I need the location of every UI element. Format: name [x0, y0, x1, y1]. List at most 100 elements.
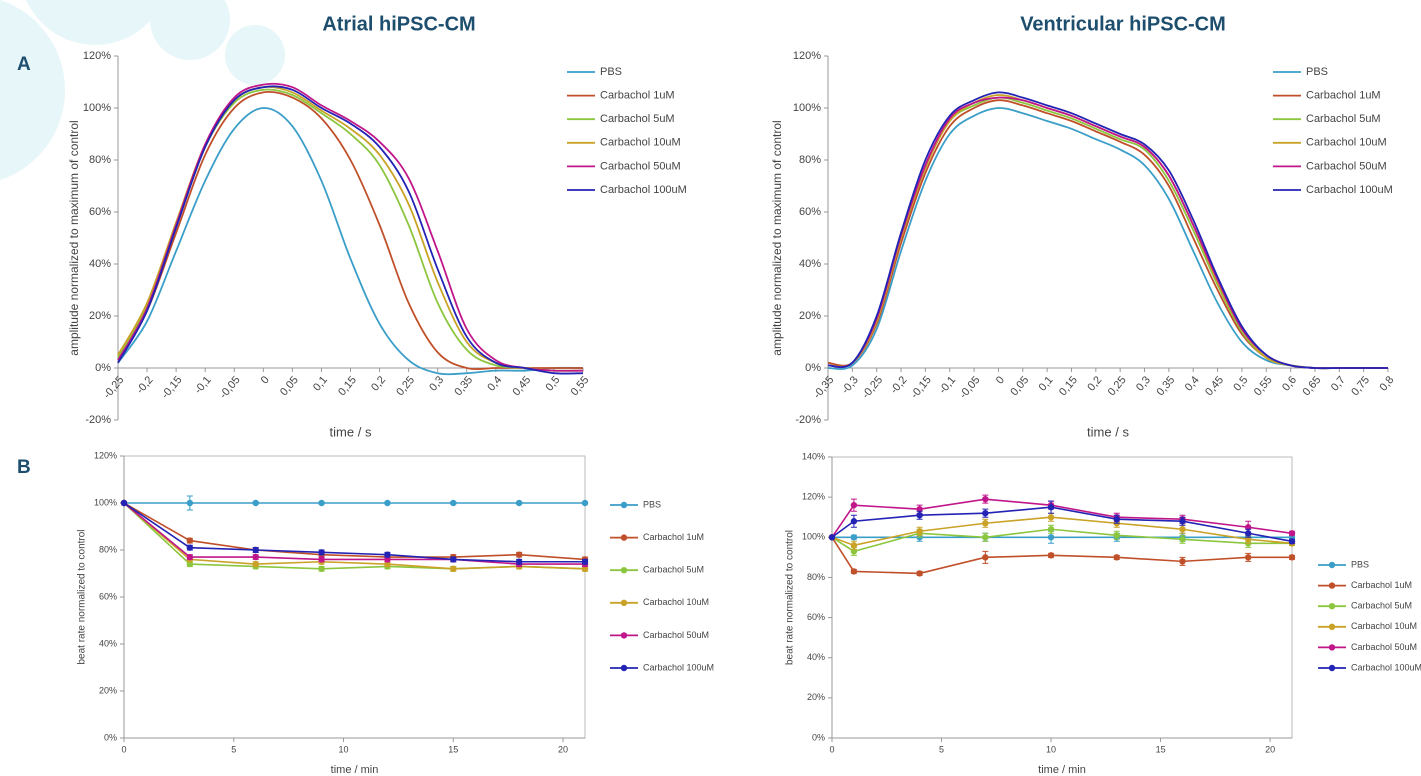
- y-tick-label: 40%: [99, 638, 117, 648]
- legend-marker: [620, 567, 628, 574]
- data-point: [186, 544, 194, 551]
- data-point: [384, 556, 391, 563]
- y-tick-label: 60%: [799, 206, 821, 218]
- y-tick-label: 40%: [89, 258, 111, 270]
- data-point: [1047, 534, 1055, 541]
- data-point: [982, 534, 989, 541]
- x-tick-label: 0,05: [1008, 374, 1031, 398]
- x-tick-label: 15: [448, 744, 458, 754]
- data-point: [828, 534, 836, 541]
- series-line: [117, 82, 584, 372]
- x-tick-label: -0,05: [957, 374, 982, 401]
- x-tick-label: -0,2: [134, 374, 155, 396]
- chart: -20% 0% 20% 40% 60% 80% 100% 120% -0,35 -0,3 -0,25…: [770, 50, 1396, 440]
- legend-marker: [1328, 603, 1336, 610]
- x-tick-label: 0,5: [543, 374, 562, 393]
- legend-label: PBS: [643, 499, 661, 509]
- data-point: [850, 518, 858, 525]
- legend-label: Carbachol 10uM: [1351, 621, 1417, 631]
- y-tick-label: 20%: [89, 310, 111, 322]
- legend-label: Carbachol 5uM: [600, 113, 675, 125]
- x-tick-label: 0,3: [1134, 374, 1153, 393]
- x-tick-label: 0,15: [336, 374, 359, 398]
- x-tick-label: 0: [994, 374, 1007, 386]
- data-point: [1288, 554, 1296, 561]
- x-tick-label: 0,25: [394, 374, 417, 398]
- legend-marker: [1328, 582, 1336, 589]
- data-point: [581, 499, 589, 507]
- x-tick-label: 0: [829, 744, 834, 754]
- legend-label: Carbachol 1uM: [600, 90, 675, 102]
- y-tick-label: 40%: [799, 258, 821, 270]
- data-point: [515, 558, 523, 565]
- data-point: [1179, 526, 1186, 533]
- data-point: [982, 510, 989, 517]
- x-tick-label: -0,25: [101, 374, 126, 401]
- legend-marker: [1328, 623, 1336, 630]
- chart: -20% 0% 20% 40% 60% 80% 100% 120% -0,25 -0,2 -0,15…: [67, 50, 687, 440]
- series-line: [117, 107, 584, 376]
- x-tick-label: 10: [339, 744, 349, 754]
- data-point: [120, 499, 128, 507]
- series-line: [831, 536, 1292, 575]
- x-tick-label: 10: [1046, 744, 1056, 754]
- data-point: [1288, 530, 1296, 537]
- legend-label: Carbachol 100uM: [1306, 184, 1393, 196]
- y-tick-label: 60%: [99, 591, 117, 601]
- legend-marker: [1328, 561, 1336, 569]
- y-tick-label: 120%: [802, 492, 825, 502]
- x-tick-label: 0,75: [1349, 374, 1372, 398]
- y-tick-label: 120%: [94, 450, 117, 460]
- y-axis-label: amplitude normalized to maximum of contr…: [770, 120, 784, 355]
- data-point: [982, 520, 989, 527]
- y-tick-label: 140%: [802, 451, 825, 461]
- x-axis-label: time / s: [1087, 424, 1129, 439]
- data-point: [982, 554, 989, 561]
- x-tick-label: -0,3: [839, 374, 860, 396]
- data-point: [581, 558, 589, 565]
- y-tick-label: 20%: [99, 685, 117, 695]
- y-tick-label: 80%: [99, 544, 117, 554]
- legend-marker: [1328, 644, 1336, 651]
- x-axis-label: time / s: [330, 424, 372, 439]
- x-tick-label: 0: [259, 374, 272, 386]
- x-tick-label: 20: [558, 744, 568, 754]
- data-point: [318, 556, 325, 563]
- legend-label: PBS: [600, 66, 622, 78]
- data-point: [1244, 554, 1252, 561]
- y-tick-label: 40%: [807, 652, 825, 662]
- legend-marker: [620, 664, 628, 672]
- data-point: [515, 551, 523, 558]
- data-point: [515, 499, 523, 507]
- y-axis-label: amplitude normalized to maximum of contr…: [67, 120, 81, 355]
- data-point: [252, 546, 259, 554]
- series-line: [117, 90, 583, 371]
- x-tick-label: -0,1: [192, 374, 213, 396]
- x-tick-label: 0,05: [278, 374, 301, 398]
- y-tick-label: 100%: [793, 102, 821, 114]
- legend-label: Carbachol 5uM: [1351, 601, 1412, 611]
- legend-label: Carbachol 10uM: [1306, 137, 1387, 149]
- series-line: [827, 96, 1388, 370]
- series-line: [827, 107, 1388, 370]
- y-tick-label: 60%: [89, 206, 111, 218]
- legend-label: Carbachol 1uM: [1351, 580, 1412, 590]
- legend-label: Carbachol 100uM: [1351, 662, 1421, 672]
- data-point: [318, 499, 325, 507]
- series-line: [827, 99, 1388, 370]
- series-line: [117, 85, 584, 372]
- column-title: Ventricular hiPSC-CM: [1020, 13, 1226, 35]
- x-tick-label: -0,05: [217, 374, 242, 401]
- plot-frame: [831, 456, 1293, 739]
- data-point: [186, 537, 194, 544]
- x-tick-label: 0,2: [1085, 374, 1104, 393]
- x-tick-label: 0,5: [1231, 374, 1250, 393]
- x-tick-label: 0,6: [1280, 374, 1299, 393]
- x-tick-label: 0,8: [1377, 374, 1396, 393]
- data-point: [1047, 552, 1055, 559]
- y-tick-label: 120%: [83, 50, 111, 62]
- data-point: [450, 565, 457, 572]
- x-tick-label: 0,35: [1154, 374, 1177, 398]
- legend-label: PBS: [1351, 559, 1369, 569]
- data-point: [384, 560, 391, 568]
